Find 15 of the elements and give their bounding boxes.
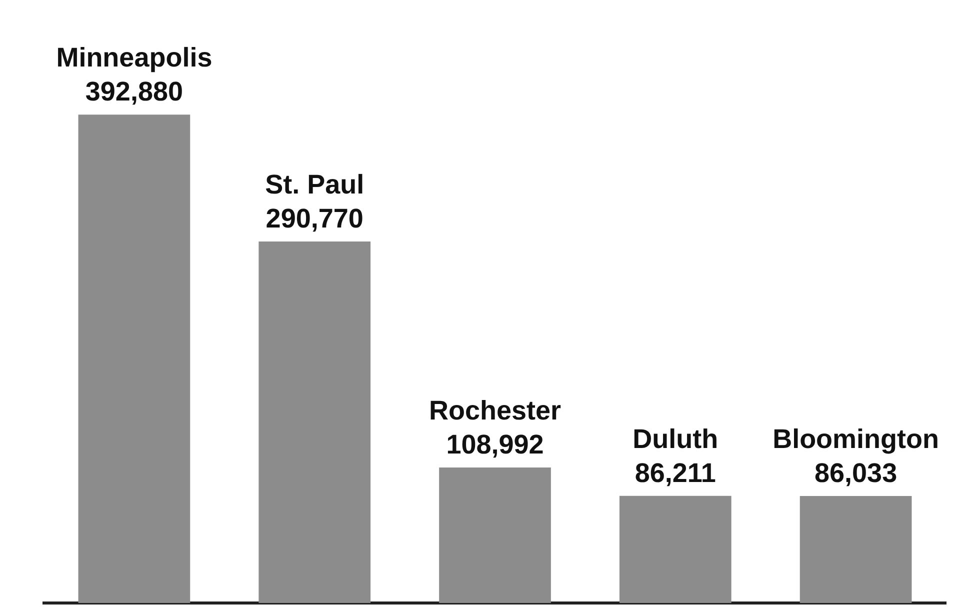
bar bbox=[619, 496, 732, 603]
x-tick-label: Duluth bbox=[632, 424, 718, 454]
data-label: 108,992 bbox=[446, 429, 544, 460]
x-tick-label: Bloomington bbox=[772, 424, 940, 454]
bar bbox=[439, 468, 551, 603]
data-label: 86,033 bbox=[814, 458, 898, 488]
data-label: 290,770 bbox=[266, 203, 364, 234]
data-label: 86,211 bbox=[634, 458, 716, 488]
x-tick-label: St. Paul bbox=[265, 169, 364, 200]
x-tick-label: Rochester bbox=[428, 395, 562, 426]
bar bbox=[800, 496, 912, 603]
x-tick-label: Minneapolis bbox=[56, 42, 212, 73]
data-label: 392,880 bbox=[85, 76, 184, 107]
bar bbox=[78, 114, 190, 603]
bar bbox=[258, 242, 371, 603]
